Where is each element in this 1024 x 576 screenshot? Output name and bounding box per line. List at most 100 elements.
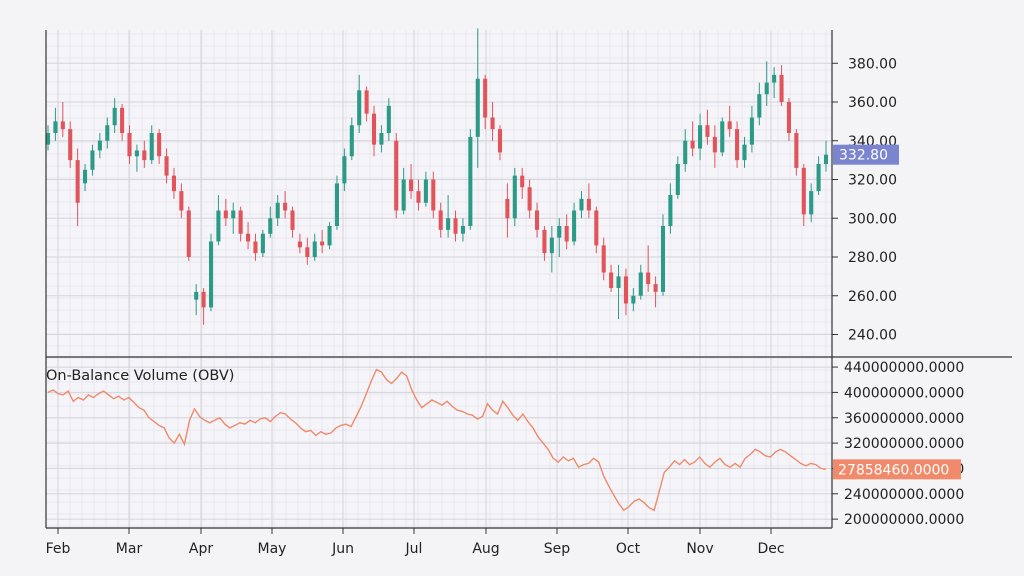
price-tick-label: 260.00 <box>848 289 897 305</box>
candle-body <box>564 226 569 242</box>
candle-body <box>253 241 258 254</box>
obv-tick-label: 320000000.0000 <box>844 436 964 452</box>
candle-body <box>594 210 599 246</box>
candle-body <box>260 233 265 254</box>
candle-body <box>631 295 636 304</box>
candle-body <box>512 175 517 219</box>
plot-background <box>46 30 832 528</box>
candle-body <box>349 125 354 157</box>
candle-body <box>497 129 503 153</box>
candle-body <box>127 133 132 157</box>
obv-pane-title: On-Balance Volume (OBV) <box>46 368 234 384</box>
x-tick-label: Feb <box>46 541 71 557</box>
candle-body <box>201 291 206 308</box>
candle-body <box>668 195 673 226</box>
candle-body <box>586 198 591 211</box>
candle-body <box>823 154 829 164</box>
candle-body <box>268 218 273 234</box>
x-tick-label: Dec <box>757 541 784 557</box>
candle-body <box>720 121 725 153</box>
candle-body <box>735 129 740 161</box>
candle-body <box>742 144 747 161</box>
candle-body <box>305 247 310 257</box>
candle-body <box>468 136 473 226</box>
candle-body <box>786 102 791 133</box>
candle-body <box>186 210 191 257</box>
candle-body <box>216 210 221 242</box>
candle-body <box>534 210 540 230</box>
candle-body <box>179 191 184 211</box>
candle-body <box>105 125 110 141</box>
candle-body <box>483 78 488 118</box>
candle-body <box>601 245 606 273</box>
candle-body <box>779 74 784 102</box>
candle-body <box>423 179 428 203</box>
candle-body <box>246 233 251 242</box>
x-tick-label: Sep <box>544 541 571 557</box>
price-tick-label: 280.00 <box>848 250 897 266</box>
candle-body <box>120 107 125 133</box>
candle-body <box>638 272 643 296</box>
candle-body <box>809 191 814 215</box>
candle-body <box>60 121 65 130</box>
candle-body <box>386 105 391 133</box>
candle-body <box>690 140 695 149</box>
candle-body <box>171 175 176 192</box>
candle-body <box>112 107 117 126</box>
candle-body <box>342 156 347 184</box>
candle-body <box>53 121 58 133</box>
candle-body <box>490 117 495 130</box>
candle-body <box>557 226 562 238</box>
obv-tick-label: 200000000.0000 <box>844 512 964 528</box>
x-tick-label: May <box>258 541 287 557</box>
candle-body <box>579 198 584 211</box>
candle-body <box>505 198 510 219</box>
candle-body <box>653 284 658 292</box>
candle-body <box>223 210 228 219</box>
candle-body <box>75 160 80 203</box>
obv-last-value-badge <box>833 459 961 480</box>
candle-body <box>527 187 532 211</box>
price-last-value-badge <box>833 144 899 165</box>
x-tick-label: Aug <box>472 541 499 557</box>
x-tick-label: Mar <box>116 541 143 557</box>
candle-body <box>312 241 317 257</box>
x-tick-label: Apr <box>189 541 213 557</box>
candle-body <box>712 136 717 153</box>
candle-body <box>231 210 236 219</box>
candle-body <box>698 125 703 149</box>
price-tick-label: 360.00 <box>848 95 897 111</box>
candle-body <box>794 133 799 168</box>
candle-body <box>446 218 451 230</box>
candle-body <box>83 169 88 184</box>
price-tick-label: 240.00 <box>848 328 897 344</box>
candle-body <box>705 125 710 137</box>
obv-tick-label: 400000000.0000 <box>844 385 964 401</box>
candle-body <box>238 210 243 234</box>
candle-body <box>371 113 377 145</box>
x-tick-label: Oct <box>616 541 641 557</box>
candle-body <box>364 90 369 114</box>
candle-body <box>475 78 480 137</box>
price-tick-label: 300.00 <box>848 211 897 227</box>
candle-body <box>90 150 95 170</box>
candle-body <box>646 272 651 285</box>
obv-last-value-label: 27858460.0000 <box>838 462 949 478</box>
obv-tick-label: 360000000.0000 <box>844 411 964 427</box>
candle-body <box>749 117 754 145</box>
candle-body <box>134 150 139 157</box>
candle-body <box>149 133 154 161</box>
candle-body <box>520 175 525 188</box>
candle-body <box>327 226 332 246</box>
candle-body <box>542 229 547 254</box>
candle-body <box>572 210 577 242</box>
candle-body <box>157 133 162 157</box>
candle-body <box>320 241 325 246</box>
candle-body <box>283 202 288 211</box>
candle-body <box>549 237 554 254</box>
price-tick-label: 380.00 <box>848 56 897 72</box>
obv-tick-label: 240000000.0000 <box>844 487 964 503</box>
candle-body <box>297 241 302 248</box>
candle-body <box>438 210 443 230</box>
